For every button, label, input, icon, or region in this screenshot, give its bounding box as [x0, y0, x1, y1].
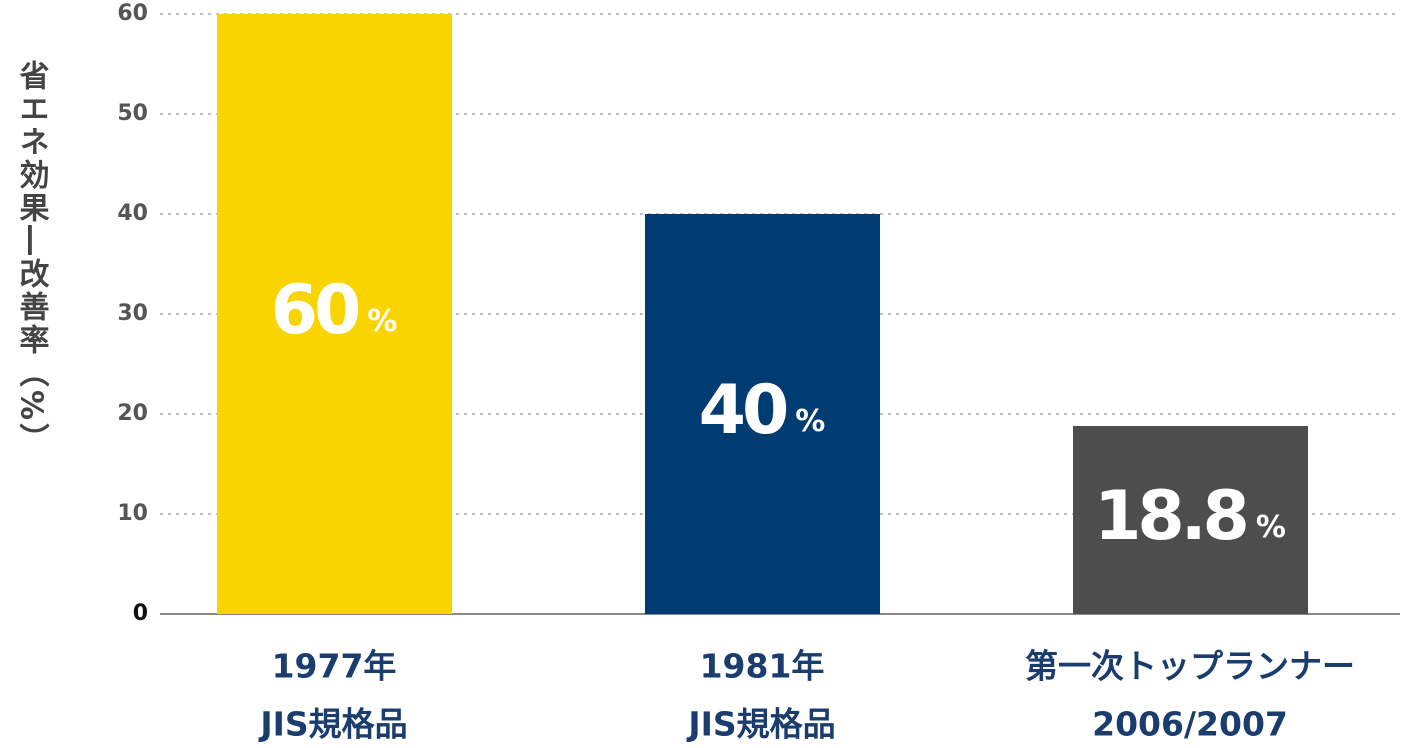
x-tick-label: 第一次トップランナー	[1025, 647, 1355, 686]
y-tick-label: 60	[117, 1, 148, 26]
y-tick-label: 50	[117, 101, 148, 126]
value-label: 40%	[699, 371, 826, 450]
y-tick-label: 20	[117, 401, 148, 426]
bar	[645, 214, 880, 614]
y-axis-label: 省エネ効果―改善率（%）	[14, 60, 50, 456]
x-tick-label: 1977年	[272, 647, 397, 686]
x-tick-label: 2006/2007	[1092, 705, 1288, 744]
y-tick-label: 30	[117, 301, 148, 326]
value-label: 60%	[271, 271, 398, 350]
x-tick-label: JIS規格品	[258, 705, 407, 744]
y-tick-label: 40	[117, 201, 148, 226]
y-tick-label: 10	[117, 501, 148, 526]
x-tick-label: 1981年	[700, 647, 825, 686]
x-tick-label: JIS規格品	[686, 705, 835, 744]
bar	[217, 14, 452, 614]
y-tick-label: 0	[133, 601, 148, 626]
bar	[1073, 426, 1308, 614]
value-label: 18.8%	[1094, 477, 1286, 556]
